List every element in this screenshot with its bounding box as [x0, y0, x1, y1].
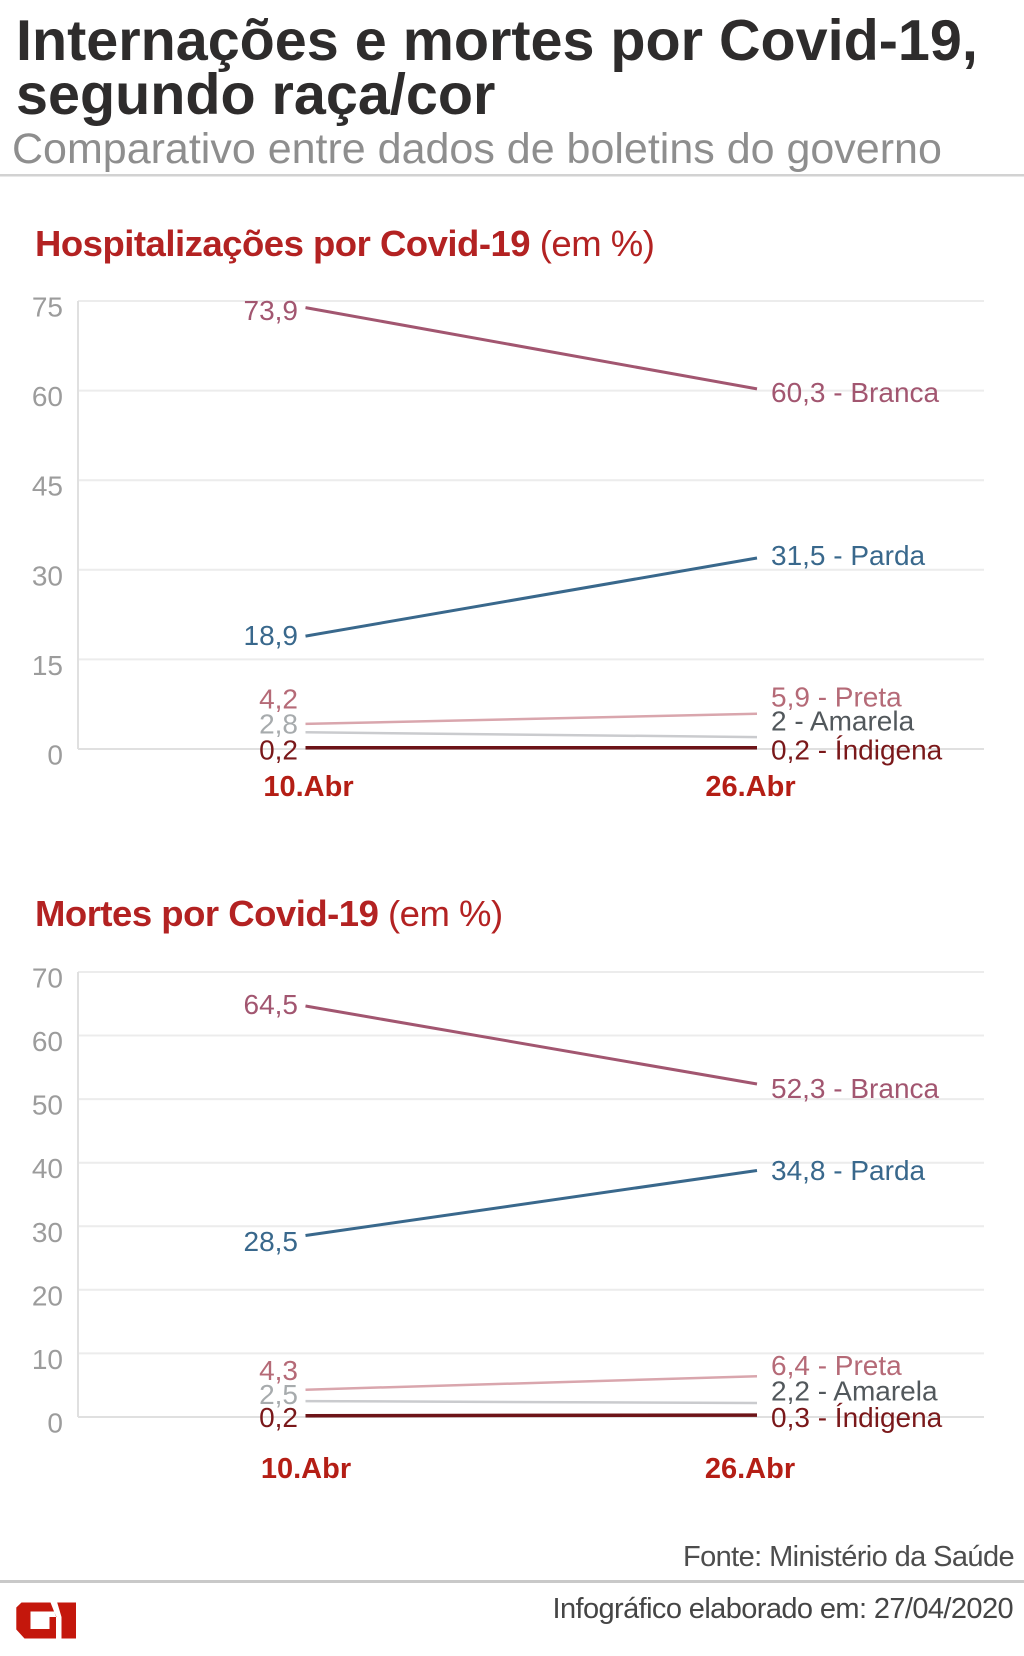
- svg-text:52,3 - Branca: 52,3 - Branca: [771, 1073, 940, 1104]
- svg-text:64,5: 64,5: [244, 989, 299, 1020]
- svg-text:45: 45: [32, 471, 63, 502]
- svg-text:40: 40: [32, 1153, 63, 1184]
- svg-text:31,5 - Parda: 31,5 - Parda: [771, 540, 926, 571]
- svg-text:26.Abr: 26.Abr: [705, 771, 795, 803]
- svg-text:34,8 - Parda: 34,8 - Parda: [771, 1155, 926, 1186]
- svg-text:26.Abr: 26.Abr: [705, 1453, 795, 1485]
- svg-text:6,4 - Preta: 6,4 - Preta: [771, 1350, 902, 1381]
- svg-text:18,9: 18,9: [244, 620, 299, 651]
- svg-text:30: 30: [32, 560, 63, 591]
- svg-text:50: 50: [32, 1090, 63, 1121]
- svg-text:0: 0: [47, 1408, 63, 1439]
- svg-text:20: 20: [32, 1280, 63, 1311]
- svg-text:0: 0: [47, 740, 63, 771]
- svg-text:2 - Amarela: 2 - Amarela: [771, 706, 915, 737]
- svg-text:60: 60: [32, 381, 63, 412]
- svg-text:5,9 - Preta: 5,9 - Preta: [771, 682, 902, 713]
- svg-text:2,5: 2,5: [259, 1379, 298, 1410]
- svg-text:15: 15: [32, 650, 63, 681]
- svg-text:60: 60: [32, 1026, 63, 1057]
- svg-text:73,9: 73,9: [244, 295, 299, 326]
- svg-text:30: 30: [32, 1217, 63, 1248]
- svg-text:4,3: 4,3: [259, 1355, 298, 1386]
- svg-text:75: 75: [32, 292, 63, 323]
- svg-text:Fonte: Ministério da Saúde: Fonte: Ministério da Saúde: [683, 1541, 1014, 1573]
- svg-text:60,3 - Branca: 60,3 - Branca: [771, 377, 940, 408]
- svg-text:2,2 - Amarela: 2,2 - Amarela: [771, 1376, 938, 1407]
- svg-text:Internações e mortes por Covid: Internações e mortes por Covid-19,: [16, 9, 978, 73]
- svg-text:Hospitalizações por Covid-19 (: Hospitalizações por Covid-19 (em %): [35, 223, 654, 264]
- svg-text:10.Abr: 10.Abr: [261, 1453, 351, 1485]
- svg-text:28,5: 28,5: [244, 1226, 299, 1257]
- svg-text:Infográfico elaborado em: 27/0: Infográfico elaborado em: 27/04/2020: [553, 1593, 1013, 1625]
- svg-text:0,2: 0,2: [259, 1402, 298, 1433]
- svg-text:0,2: 0,2: [259, 735, 298, 766]
- svg-text:70: 70: [32, 963, 63, 994]
- svg-text:0,2 - Índigena: 0,2 - Índigena: [771, 735, 943, 766]
- svg-text:4,2: 4,2: [259, 684, 298, 715]
- svg-text:10: 10: [32, 1344, 63, 1375]
- svg-text:10.Abr: 10.Abr: [263, 771, 353, 803]
- svg-text:0,3 - Índigena: 0,3 - Índigena: [771, 1402, 943, 1433]
- svg-text:Mortes por Covid-19 (em %): Mortes por Covid-19 (em %): [35, 893, 503, 934]
- svg-text:2,8: 2,8: [259, 709, 298, 740]
- svg-text:segundo raça/cor: segundo raça/cor: [16, 63, 495, 127]
- svg-text:Comparativo entre dados de bol: Comparativo entre dados de boletins do g…: [12, 125, 942, 173]
